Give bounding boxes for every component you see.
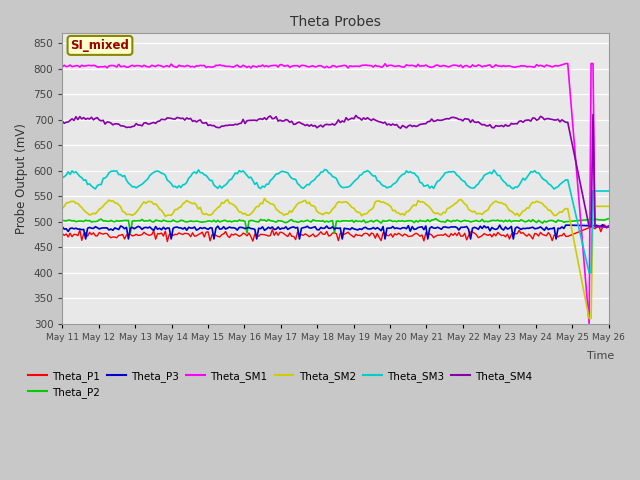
Theta_SM3 <box>373 178 381 183</box>
Theta_SM1 <box>99 64 107 70</box>
Theta_P3 <box>212 225 220 231</box>
Theta_SM1 <box>537 62 545 68</box>
Theta_SM1 <box>371 62 379 68</box>
Theta_SM4 <box>371 117 379 123</box>
Legend: Theta_P1, Theta_P2, Theta_P3, Theta_SM1, Theta_SM2, Theta_SM3, Theta_SM4: Theta_P1, Theta_P2, Theta_P3, Theta_SM1,… <box>24 367 536 402</box>
Theta_P2 <box>212 219 220 225</box>
Line: Theta_SM2: Theta_SM2 <box>62 198 609 319</box>
Theta_P2 <box>185 219 193 225</box>
Theta_P2 <box>539 220 547 226</box>
Theta_P3 <box>185 224 193 230</box>
Theta_P1 <box>438 232 445 238</box>
Theta_SM3 <box>183 180 191 185</box>
Theta_SM4 <box>537 113 545 119</box>
Theta_P1 <box>212 232 220 238</box>
Theta_SM2 <box>183 198 191 204</box>
Y-axis label: Probe Output (mV): Probe Output (mV) <box>15 123 28 234</box>
Theta_SM1 <box>210 64 218 70</box>
Theta_SM2 <box>99 203 107 209</box>
Theta_P3 <box>599 222 607 228</box>
Theta_SM1 <box>562 60 570 66</box>
Theta_SM4 <box>58 118 66 124</box>
Theta_P3 <box>58 224 66 230</box>
Theta_SM2 <box>539 201 547 206</box>
Theta_SM4 <box>605 224 612 229</box>
Line: Theta_SM1: Theta_SM1 <box>62 63 609 324</box>
Title: Theta Probes: Theta Probes <box>290 15 381 29</box>
Theta_P2 <box>438 219 445 225</box>
Line: Theta_SM3: Theta_SM3 <box>62 169 609 273</box>
Theta_P3 <box>539 226 547 231</box>
Line: Theta_P2: Theta_P2 <box>62 218 609 233</box>
Theta_P2 <box>127 230 134 236</box>
Theta_P1 <box>601 222 609 228</box>
Theta_P2 <box>373 217 381 223</box>
Theta_SM3 <box>321 167 328 172</box>
Theta_SM3 <box>99 176 107 181</box>
Theta_P3 <box>82 236 90 242</box>
Theta_SM3 <box>58 175 66 180</box>
Theta_P3 <box>605 223 612 229</box>
Theta_P2 <box>99 218 107 224</box>
Theta_SM3 <box>605 188 612 194</box>
Theta_SM2 <box>438 212 445 217</box>
Theta_SM4 <box>99 118 107 123</box>
Theta_SM2 <box>58 205 66 211</box>
Theta_SM1 <box>605 224 612 229</box>
Theta_P1 <box>99 231 107 237</box>
Line: Theta_P3: Theta_P3 <box>62 225 609 239</box>
Theta_SM4 <box>589 112 597 118</box>
Theta_P1 <box>58 231 66 237</box>
Theta_SM4 <box>183 115 191 121</box>
Theta_P1 <box>185 231 193 237</box>
Theta_P2 <box>588 215 595 221</box>
Theta_P2 <box>605 216 612 222</box>
Theta_P1 <box>539 232 547 238</box>
Theta_P3 <box>438 227 445 232</box>
Theta_SM1 <box>58 64 66 70</box>
Theta_SM2 <box>260 195 268 201</box>
Theta_SM3 <box>539 176 547 181</box>
Theta_SM1 <box>586 321 593 326</box>
Theta_SM4 <box>586 224 593 229</box>
Theta_SM2 <box>373 198 381 204</box>
Text: SI_mixed: SI_mixed <box>70 39 129 52</box>
Theta_SM3 <box>210 182 218 188</box>
Line: Theta_P1: Theta_P1 <box>62 225 609 241</box>
Theta_P3 <box>373 225 381 230</box>
Theta_SM2 <box>586 316 593 322</box>
Theta_SM3 <box>438 175 445 181</box>
Theta_SM2 <box>605 204 612 209</box>
Theta_P3 <box>101 225 109 231</box>
Theta_P2 <box>58 217 66 223</box>
Theta_SM1 <box>436 63 444 69</box>
Theta_SM4 <box>210 123 218 129</box>
Theta_P1 <box>605 224 612 229</box>
Theta_P1 <box>163 239 171 244</box>
Line: Theta_SM4: Theta_SM4 <box>62 115 609 227</box>
Theta_P1 <box>373 230 381 236</box>
Theta_SM4 <box>436 118 444 123</box>
Text: Time: Time <box>587 351 614 361</box>
Theta_SM3 <box>586 270 593 276</box>
Theta_SM1 <box>183 63 191 69</box>
Theta_SM2 <box>210 209 218 215</box>
